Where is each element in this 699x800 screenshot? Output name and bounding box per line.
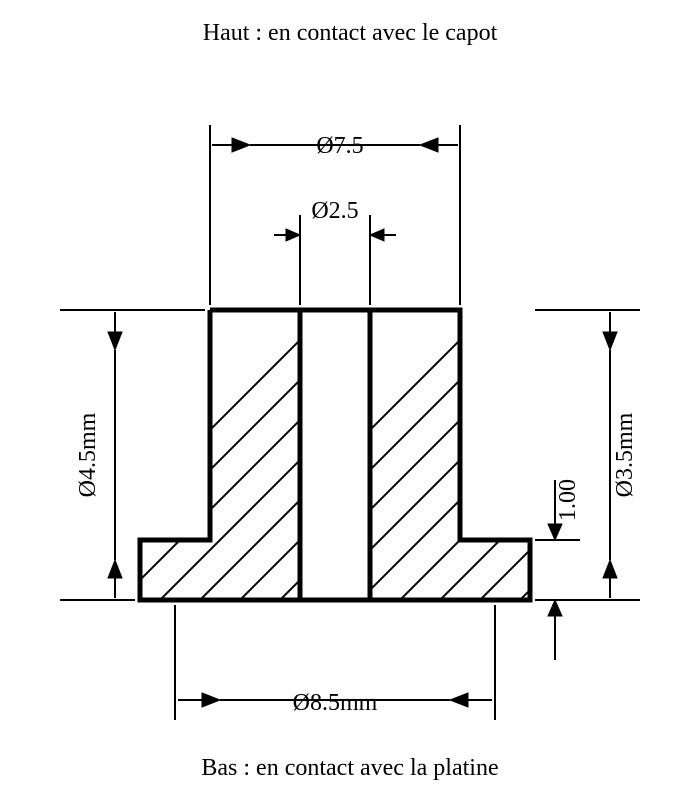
- title-top: Haut : en contact avec le capot: [203, 20, 498, 46]
- dim-top-outer: Ø7.5: [316, 133, 363, 159]
- dim-arrow: [274, 229, 396, 241]
- dim-bottom: Ø8.5mm: [293, 690, 378, 716]
- dim-right-inner: 1.00: [555, 479, 581, 521]
- dim-top-inner: Ø2.5: [311, 198, 358, 224]
- part-outline: [140, 310, 530, 600]
- dim-left: Ø4.5mm: [75, 412, 101, 497]
- title-bottom: Bas : en contact avec la platine: [201, 755, 498, 781]
- dim-right-outer: Ø3.5mm: [612, 412, 638, 497]
